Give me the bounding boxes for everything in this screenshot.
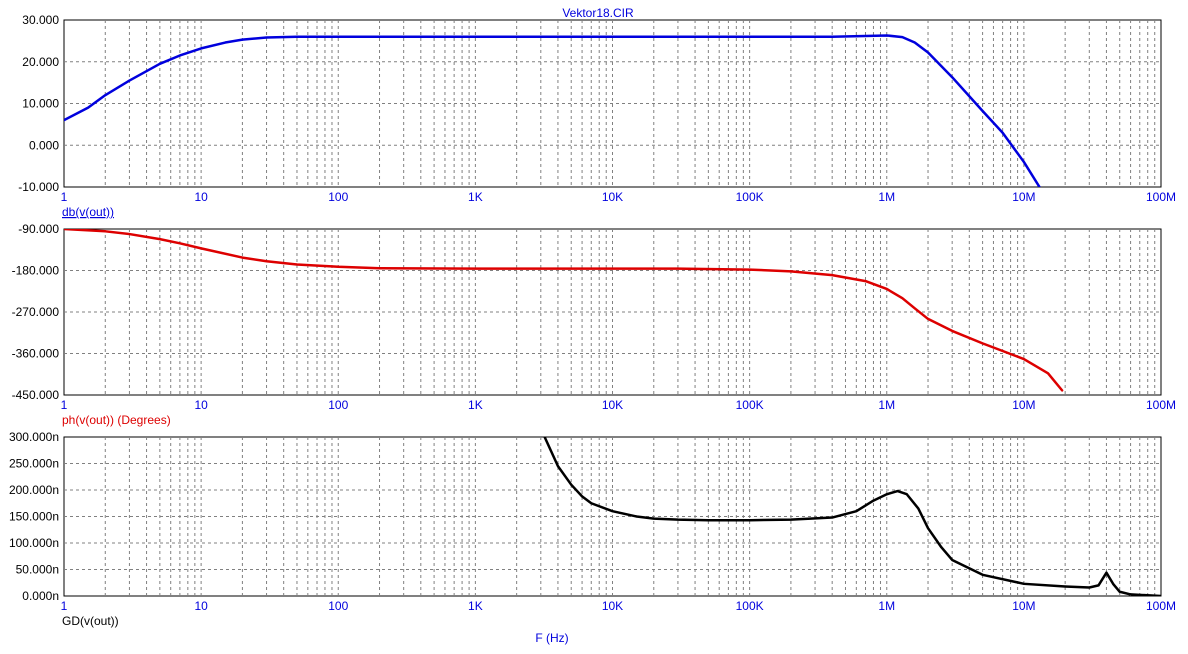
x-tick-label: 10 [194,599,208,613]
x-tick-label: 10 [194,398,208,412]
y-tick-label: 10.000 [22,97,59,111]
y-tick-label: 200.000n [9,483,59,497]
x-axis-label: F (Hz) [535,631,568,645]
y-tick-label: 250.000n [9,457,59,471]
x-tick-label: 100K [736,398,764,412]
y-tick-label: 20.000 [22,55,59,69]
y-tick-label: -90.000 [18,222,59,236]
x-tick-label: 1K [468,398,483,412]
y-tick-label: 0.000 [29,138,59,152]
x-tick-label: 100M [1146,398,1176,412]
x-tick-label: 100 [328,190,348,204]
panel-2: -90.000-180.000-270.000-360.000-450.0001… [12,222,1176,427]
x-tick-label: 1 [61,599,68,613]
y-tick-label: 50.000n [16,563,59,577]
x-tick-label: 10M [1012,398,1035,412]
x-tick-label: 1M [878,398,895,412]
x-tick-label: 1K [468,190,483,204]
series-label: GD(v(out)) [62,614,119,628]
y-tick-label: 0.000n [22,589,59,603]
y-tick-label: -270.000 [12,305,60,319]
x-tick-label: 100K [736,599,764,613]
series-label: db(v(out)) [62,205,114,219]
y-tick-label: 300.000n [9,430,59,444]
x-tick-label: 100K [736,190,764,204]
chart-title: Vektor18.CIR [562,6,634,20]
y-tick-label: -10.000 [18,180,59,194]
x-tick-label: 10K [602,599,623,613]
y-tick-label: -180.000 [12,264,60,278]
x-tick-label: 1 [61,190,68,204]
x-tick-label: 1M [878,599,895,613]
x-tick-label: 1M [878,190,895,204]
x-tick-label: 1K [468,599,483,613]
series-label: ph(v(out)) (Degrees) [62,413,171,427]
y-tick-label: 30.000 [22,13,59,27]
y-tick-label: 150.000n [9,510,59,524]
x-tick-label: 1 [61,398,68,412]
series-line [543,437,1161,596]
x-tick-label: 10M [1012,190,1035,204]
x-tick-label: 10 [194,190,208,204]
panel-3: 300.000n250.000n200.000n150.000n100.000n… [9,430,1176,628]
x-tick-label: 100M [1146,599,1176,613]
x-tick-label: 10K [602,398,623,412]
x-tick-label: 100 [328,398,348,412]
series-line [64,34,1041,187]
x-tick-label: 100 [328,599,348,613]
x-tick-label: 100M [1146,190,1176,204]
y-tick-label: 100.000n [9,536,59,550]
x-tick-label: 10M [1012,599,1035,613]
series-line [64,229,1064,392]
y-tick-label: -360.000 [12,347,60,361]
x-tick-label: 10K [602,190,623,204]
y-tick-label: -450.000 [12,388,60,402]
